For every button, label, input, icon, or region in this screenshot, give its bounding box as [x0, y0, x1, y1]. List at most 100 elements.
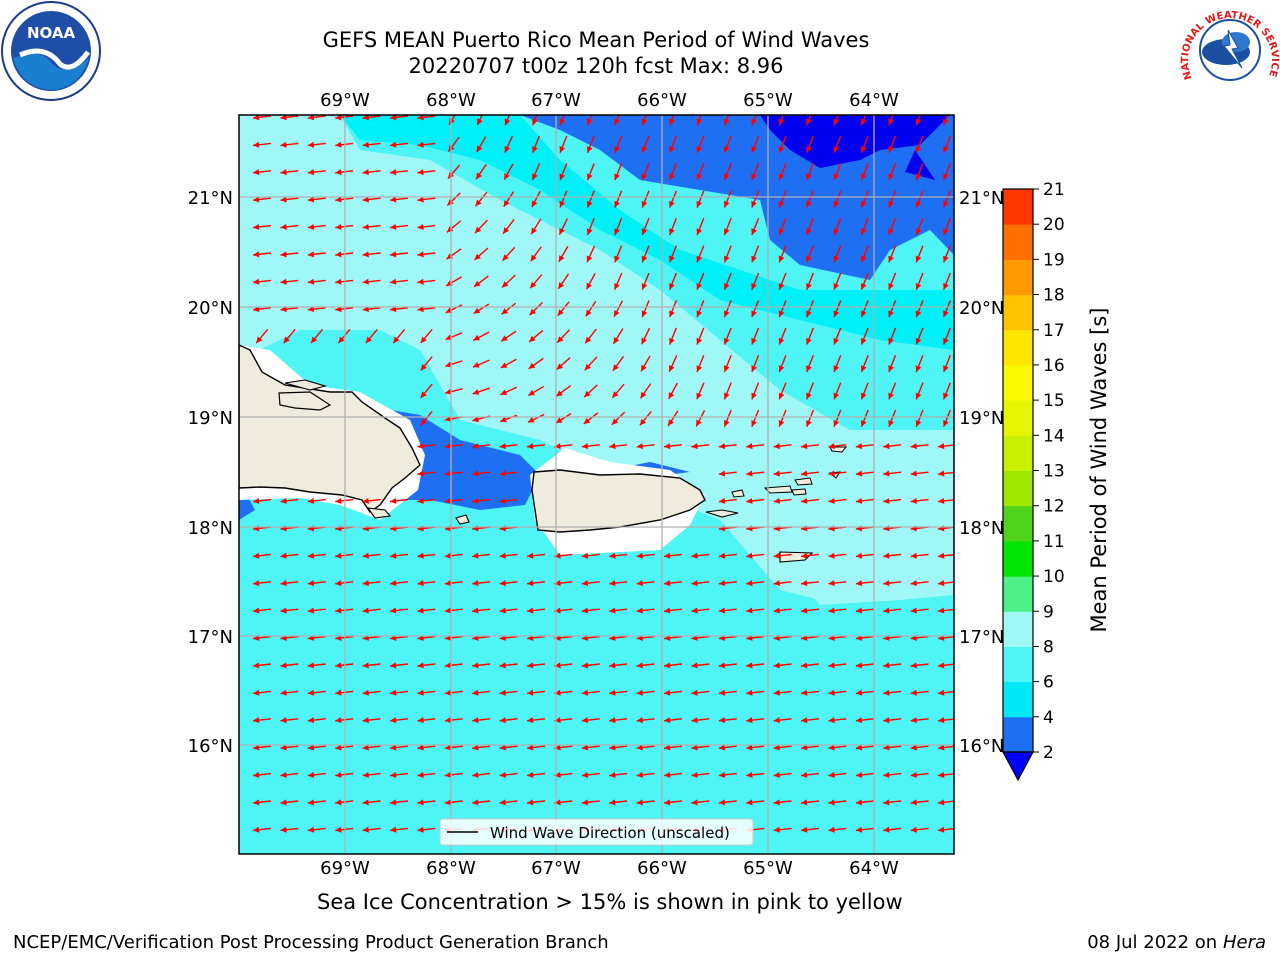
lon-labels-bottom: 69°W 68°W 67°W 66°W 65°W 64°W [320, 858, 899, 879]
wave-arrow-head [723, 337, 730, 345]
wave-arrow-head [445, 388, 452, 395]
wave-arrow-head [664, 443, 671, 450]
wave-arrow-head [641, 200, 648, 208]
wave-arrow-head [253, 169, 260, 176]
wave-arrow-head [801, 771, 808, 778]
colorbar-tick-label: 6 [1043, 673, 1054, 693]
wave-arrow-head [420, 418, 427, 426]
wave-arrow-head [883, 662, 890, 669]
wave-arrow-head [636, 799, 643, 806]
wave-arrow-head [938, 717, 945, 724]
wave-arrow-head [280, 580, 287, 587]
wave-arrow-head [883, 744, 890, 751]
wave-arrow-head [280, 497, 287, 504]
wave-arrow-head [664, 580, 671, 587]
wave-arrow-head [664, 662, 671, 669]
wave-arrow-head [883, 717, 890, 724]
ocean-deep-ne [760, 115, 950, 168]
wave-arrow-head [474, 226, 482, 234]
wave-arrow-head [283, 336, 290, 344]
wave-arrow-head [253, 251, 260, 258]
wave-arrow-head [501, 335, 508, 342]
colorbar-tick-label: 2 [1043, 743, 1054, 763]
wave-arrow-head [557, 309, 564, 316]
wave-arrow-head [586, 200, 593, 208]
wave-arrow-head [801, 443, 808, 450]
wave-arrow-head [253, 744, 260, 751]
wave-arrow-head [636, 662, 643, 669]
wave-arrow-head [586, 173, 593, 181]
wave-arrow-head [503, 200, 510, 207]
wave-arrow-head [581, 580, 589, 587]
wave-arrow-head [554, 607, 561, 614]
colorbar-segment [1003, 259, 1033, 296]
noaa-logo-text: NOAA [27, 24, 76, 42]
wave-arrow-head [499, 552, 506, 559]
wave-arrow-head [669, 283, 675, 290]
wave-arrow-head [915, 118, 922, 126]
wave-arrow-head [614, 255, 620, 263]
wave-arrow-head [499, 580, 506, 587]
wave-arrow-head [801, 799, 808, 806]
wave-arrow-head [472, 717, 479, 724]
wave-arrow-head [527, 417, 535, 423]
wave-arrow-head [888, 420, 894, 427]
wave-arrow-head [718, 799, 726, 806]
wave-arrow-head [307, 689, 315, 696]
lon-label: 65°W [743, 90, 793, 111]
wave-arrow-head [417, 744, 424, 751]
wave-arrow-head [253, 826, 260, 833]
wave-arrow-head [833, 283, 840, 290]
wave-arrow-head [833, 200, 840, 208]
wave-arrow-head [335, 744, 342, 751]
wave-arrow-head [532, 173, 538, 181]
wave-arrow-head [806, 392, 812, 400]
wave-arrow-head [417, 169, 424, 176]
map-subtitle: 20220707 t00z 120h fcst Max: 8.96 [408, 54, 784, 78]
wave-arrow-head [530, 254, 537, 262]
wave-arrow-head [614, 200, 620, 208]
colorbar-segment [1003, 611, 1033, 647]
wave-arrow-head [883, 580, 890, 587]
wave-arrow-head [417, 607, 424, 614]
wave-arrow-head [636, 607, 643, 614]
wave-arrow-head [801, 717, 808, 724]
wave-arrow-head [773, 607, 780, 614]
lat-label: 20°N [959, 298, 1004, 319]
wave-arrow-head [527, 607, 534, 614]
wave-arrow-head [641, 173, 648, 181]
wave-arrow-head [528, 362, 536, 369]
wave-arrow-head [554, 744, 561, 751]
nws-logo: NATIONAL WEATHER SERVICE [1180, 4, 1280, 96]
footer-date: 08 Jul 2022 on Hera [1087, 932, 1266, 953]
wave-arrow-head [393, 336, 400, 344]
colorbar-segment [1003, 576, 1033, 612]
wave-arrow-head [473, 280, 481, 287]
wave-arrow-head [527, 744, 534, 751]
wave-arrow-head [527, 771, 534, 778]
wave-arrow-head [883, 552, 890, 559]
wave-arrow-head [888, 310, 894, 318]
wave-arrow-head [554, 771, 561, 778]
wave-arrow-head [669, 173, 675, 181]
wave-arrow-head [446, 226, 454, 233]
colorbar-label: Mean Period of Wind Waves [s] [1087, 308, 1111, 633]
wave-arrow-head [500, 362, 508, 368]
wave-arrow-head [502, 254, 509, 261]
wave-arrow-head [723, 228, 730, 235]
wave-arrow-head [390, 251, 397, 258]
wave-arrow-head [253, 607, 260, 614]
wave-arrow-head [664, 799, 671, 806]
wave-arrow-head [778, 200, 785, 208]
colorbar-segment [1003, 505, 1033, 542]
wave-arrow-head [778, 228, 785, 235]
wave-arrow-head [664, 717, 671, 724]
wave-arrow-head [636, 717, 643, 724]
wave-arrow-head [499, 799, 506, 806]
wave-arrow-head [910, 443, 917, 450]
wave-arrow-head [833, 118, 840, 126]
wave-arrow-head [253, 580, 260, 587]
wave-arrow-head [362, 251, 369, 258]
wave-arrow-head [915, 173, 922, 181]
wave-arrow-head [253, 278, 260, 285]
